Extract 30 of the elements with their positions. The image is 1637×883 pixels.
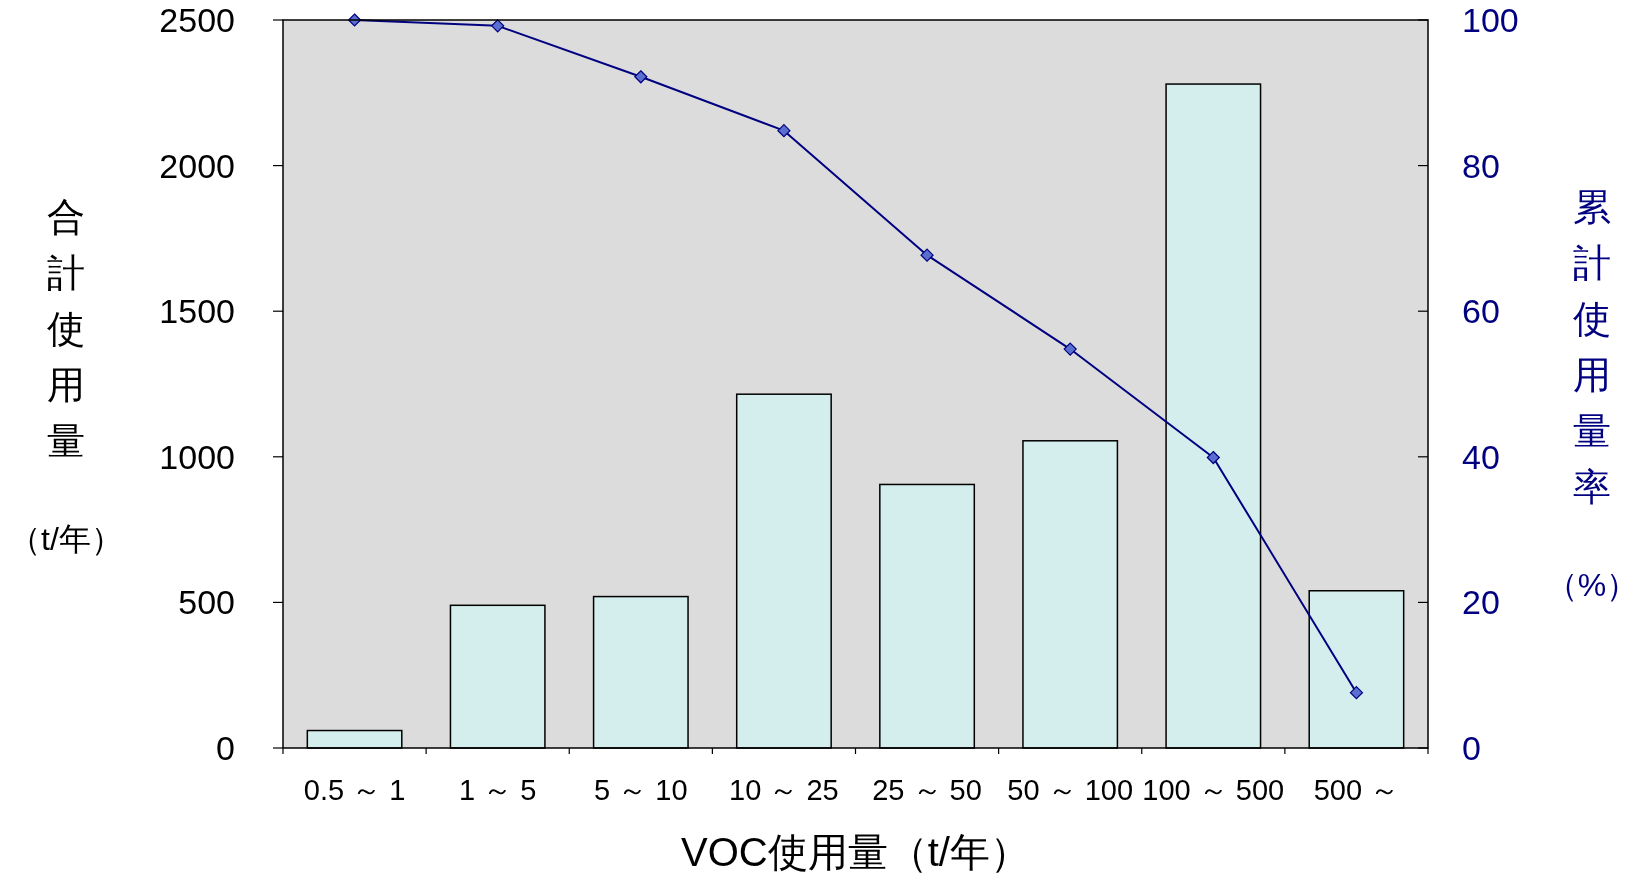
x-tick-label: 100 ～ 500 [1142,774,1285,806]
x-tick-label: 5 ～ 10 [594,774,688,806]
y-tick-label: 2000 [159,146,235,185]
x-tick-label: 25 ～ 50 [872,774,982,806]
y-tick-label: 1000 [159,437,235,476]
point [777,124,791,138]
point [491,19,505,33]
y-axis-title: 合計使用量（t/年） [9,196,123,557]
x-tick-label: 0.5 ～ 1 [303,774,406,806]
y2-tick-label: 20 [1462,583,1500,622]
x-tick-label: 500 ～ [1313,774,1400,806]
point [920,248,934,262]
point [1349,686,1364,700]
point [1063,342,1077,356]
x-tick-label: 1 ～ 5 [459,774,537,806]
point [634,70,648,84]
y2-tick-label: 40 [1462,437,1500,476]
y2-tick-label: 60 [1462,292,1500,331]
y2-tick-label: 100 [1462,1,1519,39]
y2-axis-title: 累計使用量率（%） [1545,186,1637,603]
y-tick-label: 2500 [159,1,235,39]
y2-tick-label: 0 [1462,729,1481,767]
y-tick-label: 500 [178,583,235,622]
y2-tick-label: 80 [1462,146,1500,185]
y-tick-label: 1500 [159,292,235,331]
x-tick-label: 50 ～ 100 [1007,774,1134,806]
x-tick-label: 10 ～ 25 [729,774,839,806]
x-axis-title: VOC使用量（t/年） [681,830,1030,874]
y-tick-label: 0 [216,729,235,767]
point [1206,450,1220,465]
